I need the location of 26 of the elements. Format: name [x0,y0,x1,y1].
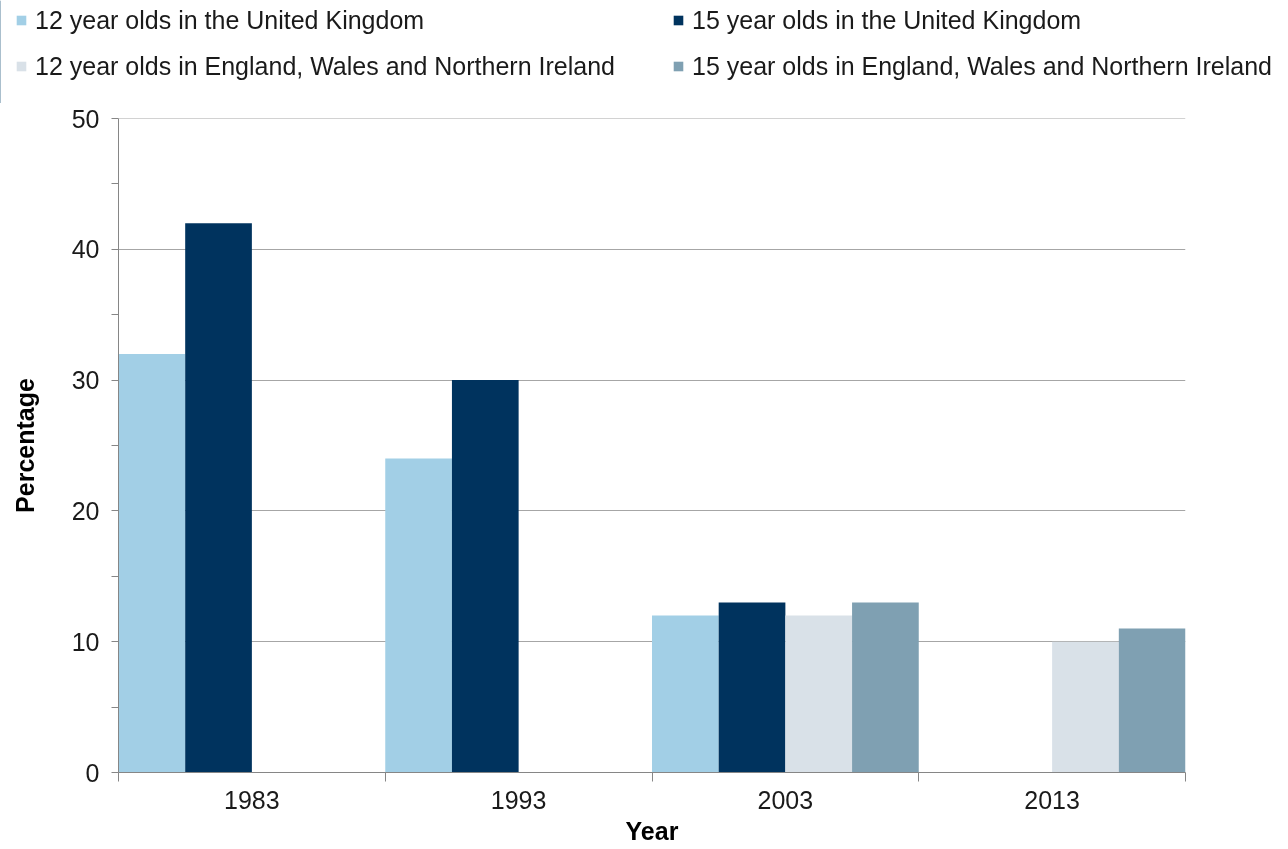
bar [185,223,252,773]
bar [652,615,719,773]
y-tick-label: 40 [71,235,100,264]
y-tick-label: 10 [71,627,100,656]
bar [451,380,519,773]
y-tick-label: 20 [71,496,100,525]
bar [785,615,853,773]
x-tick-label: 1993 [490,785,547,814]
legend-label: 12 year olds in the United Kingdom [35,5,425,35]
x-tick-label: 1983 [224,785,280,814]
x-axis-title: Year [625,816,679,845]
bar [852,602,919,773]
bar [385,458,452,773]
bar [1052,641,1119,773]
legend-label: 15 year olds in the United Kingdom [692,5,1082,35]
y-axis-title: Percentage [10,378,39,513]
y-tick-label: 30 [71,366,100,395]
y-tick-label: 50 [71,104,100,133]
bar [118,353,186,773]
bar [718,602,786,773]
x-tick-label: 2003 [757,785,814,814]
bar [1118,628,1186,773]
legend-label: 12 year olds in England, Wales and Northern Ireland [35,51,615,81]
y-tick-label: 0 [85,758,100,787]
x-tick-label: 2013 [1024,785,1080,814]
legend-label: 15 year olds in England, Wales and Northern Ireland [692,51,1272,81]
